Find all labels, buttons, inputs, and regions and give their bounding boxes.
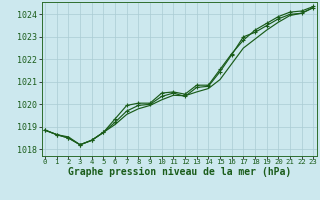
X-axis label: Graphe pression niveau de la mer (hPa): Graphe pression niveau de la mer (hPa) xyxy=(68,167,291,177)
